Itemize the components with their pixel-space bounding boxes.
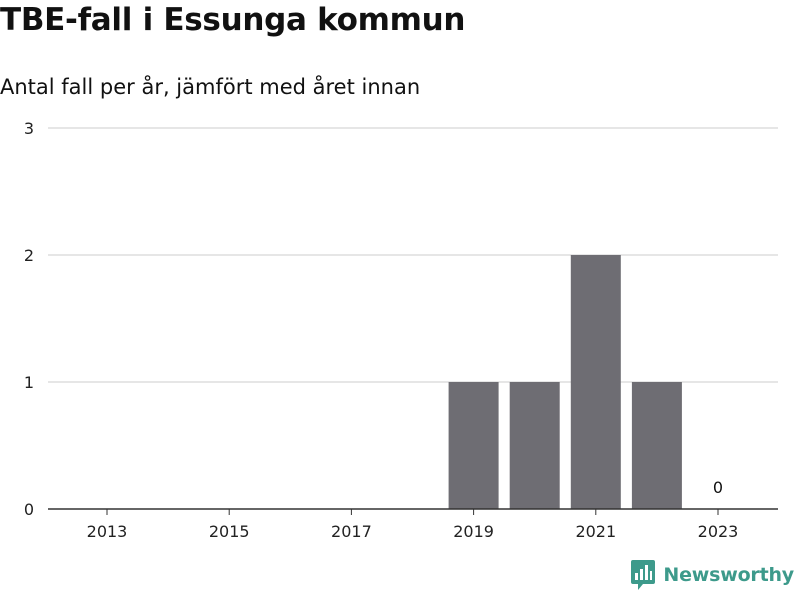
- brand-logo: Newsworthy: [631, 560, 794, 590]
- x-tick-label: 2021: [575, 522, 616, 541]
- x-tick-label: 2017: [331, 522, 372, 541]
- y-tick-label: 1: [24, 373, 34, 392]
- bar-2019: [448, 382, 499, 509]
- bar-2020: [509, 382, 560, 509]
- bar-2022: [631, 382, 682, 509]
- x-tick-label: 2015: [209, 522, 250, 541]
- data-label: 0: [713, 478, 723, 497]
- y-tick-label: 3: [24, 119, 34, 138]
- y-tick-label: 0: [24, 500, 34, 519]
- chart-title: TBE-fall i Essunga kommun: [0, 2, 466, 38]
- bar-chart-speech-bubble-icon: [631, 560, 656, 590]
- bar-2021: [570, 255, 621, 509]
- y-tick-label: 2: [24, 246, 34, 265]
- x-tick-label: 2019: [453, 522, 494, 541]
- chart-subtitle: Antal fall per år, jämfört med året inna…: [0, 75, 421, 99]
- x-tick-label: 2013: [87, 522, 128, 541]
- bar-chart: 0 1 2 3 2013 2015 2017 2019 2021 2023 0: [24, 119, 778, 541]
- brand-name: Newsworthy: [663, 564, 794, 586]
- x-tick-label: 2023: [698, 522, 739, 541]
